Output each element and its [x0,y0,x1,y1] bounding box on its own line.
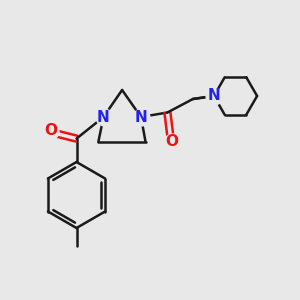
Text: N: N [135,110,147,124]
Text: O: O [165,134,178,149]
Text: N: N [97,110,110,124]
Text: O: O [44,123,57,138]
Text: N: N [208,88,220,104]
